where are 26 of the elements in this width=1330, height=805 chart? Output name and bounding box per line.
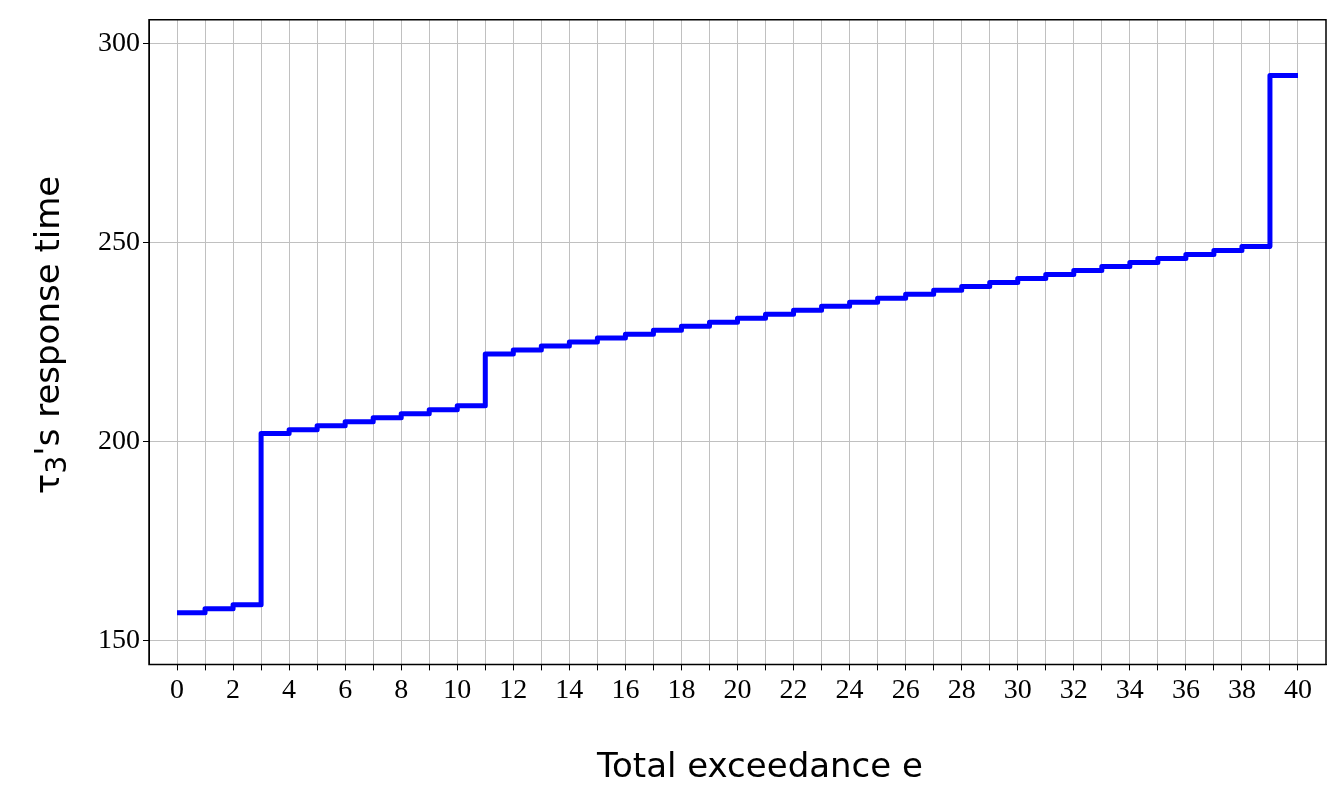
- x-tick-label: 14: [555, 672, 584, 704]
- x-tick-label: 16: [611, 672, 640, 704]
- x-tick-label: 20: [723, 672, 752, 704]
- x-tick-label: 18: [667, 672, 696, 704]
- x-tick-label: 10: [443, 672, 472, 704]
- x-tick-label: 6: [338, 672, 353, 704]
- x-tick-label: 0: [170, 672, 185, 704]
- y-tick-label: 250: [98, 224, 140, 256]
- x-tick-label: 2: [226, 672, 241, 704]
- y-tick-label: 150: [98, 622, 140, 654]
- x-tick-label: 4: [282, 672, 297, 704]
- x-tick-label: 12: [499, 672, 528, 704]
- x-tick-label: 24: [835, 672, 864, 704]
- x-tick-label: 28: [947, 672, 976, 704]
- x-tick-label: 26: [891, 672, 920, 704]
- x-axis-title: Total exceedance e: [597, 745, 923, 785]
- x-tick-label: 32: [1059, 672, 1088, 704]
- x-tick-label: 36: [1171, 672, 1200, 704]
- x-tick-label: 8: [394, 672, 409, 704]
- x-tick-label: 22: [779, 672, 808, 704]
- y-tick-label: 300: [98, 26, 140, 58]
- y-tick-label: 200: [98, 423, 140, 455]
- x-tick-label: 40: [1283, 672, 1312, 704]
- x-tick-label: 34: [1115, 672, 1144, 704]
- x-tick-label: 38: [1227, 672, 1256, 704]
- x-tick-label: 30: [1003, 672, 1032, 704]
